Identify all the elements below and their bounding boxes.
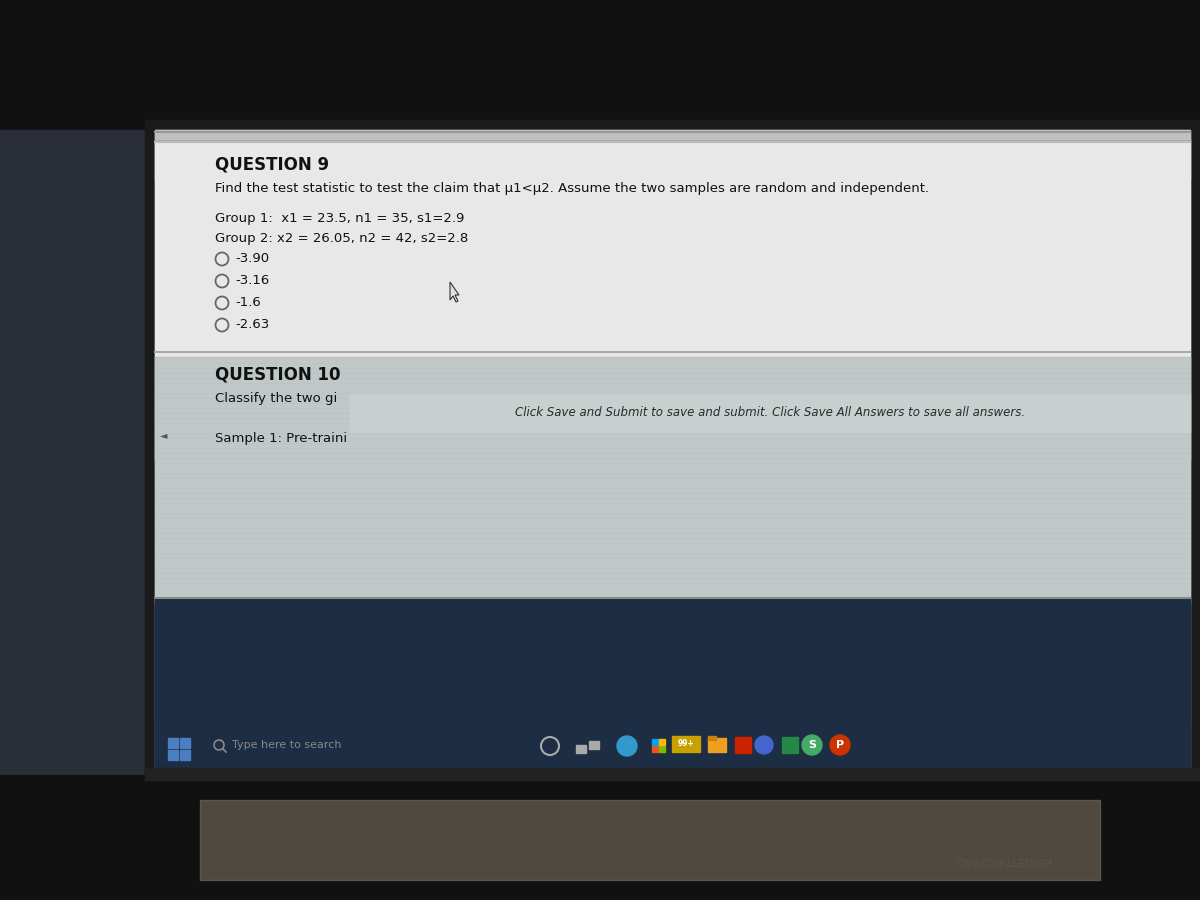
Bar (0, 775, 1200, 900)
Bar (155, 722, 1190, 770)
Text: Find the test statistic to test the claim that μ1<μ2. Assume the two samples are: Find the test statistic to test the clai… (215, 182, 929, 195)
Bar (708, 736, 716, 740)
Bar (652, 746, 658, 752)
Bar (576, 745, 586, 753)
Text: Group 2: x2 = 26.05, n2 = 42, s2=2.8: Group 2: x2 = 26.05, n2 = 42, s2=2.8 (215, 232, 468, 245)
Bar (168, 738, 178, 748)
Bar (180, 750, 190, 760)
Bar (160, 727, 208, 765)
Text: Classify the two gi: Classify the two gi (215, 392, 337, 405)
Bar (168, 750, 178, 760)
Text: P: P (836, 740, 844, 750)
Text: HEWLETT-PACKARD: HEWLETT-PACKARD (955, 855, 1050, 865)
Bar (0, 0, 1200, 130)
Bar (145, 120, 1200, 780)
Bar (734, 737, 751, 753)
Text: QUESTION 10: QUESTION 10 (215, 365, 341, 383)
Bar (659, 746, 665, 752)
Text: Group 1:  x1 = 23.5, n1 = 35, s1=2.9: Group 1: x1 = 23.5, n1 = 35, s1=2.9 (215, 212, 464, 225)
Bar (0, 130, 166, 780)
Text: -2.63: -2.63 (235, 318, 269, 331)
Bar (155, 130, 1190, 770)
Bar (200, 800, 1100, 880)
Bar (782, 737, 798, 753)
Bar (659, 739, 665, 745)
Bar (652, 739, 658, 745)
Bar (0, 0, 166, 900)
Text: -3.90: -3.90 (235, 252, 269, 265)
Text: Type here to search: Type here to search (232, 740, 342, 750)
Circle shape (755, 736, 773, 754)
Bar (155, 130, 1190, 180)
Circle shape (830, 735, 850, 755)
Text: ◄: ◄ (160, 430, 168, 440)
Text: S: S (808, 740, 816, 750)
Bar (589, 741, 599, 749)
Bar (180, 738, 190, 748)
Bar (155, 357, 1190, 605)
Text: QUESTION 9: QUESTION 9 (215, 155, 329, 173)
Text: -3.16: -3.16 (235, 274, 269, 287)
Bar (155, 598, 1190, 770)
Bar (350, 394, 1190, 432)
Circle shape (802, 735, 822, 755)
Circle shape (617, 736, 637, 756)
Bar (672, 736, 700, 752)
Text: Sample 1: Pre-traini: Sample 1: Pre-traini (215, 432, 347, 445)
Bar (708, 738, 726, 752)
Bar (145, 768, 1200, 780)
Text: Click Save and Submit to save and submit. Click Save All Answers to save all ans: Click Save and Submit to save and submit… (515, 407, 1025, 419)
Text: 99+: 99+ (678, 740, 695, 749)
Text: -1.6: -1.6 (235, 296, 260, 309)
Bar (155, 140, 1190, 460)
Polygon shape (450, 282, 458, 302)
